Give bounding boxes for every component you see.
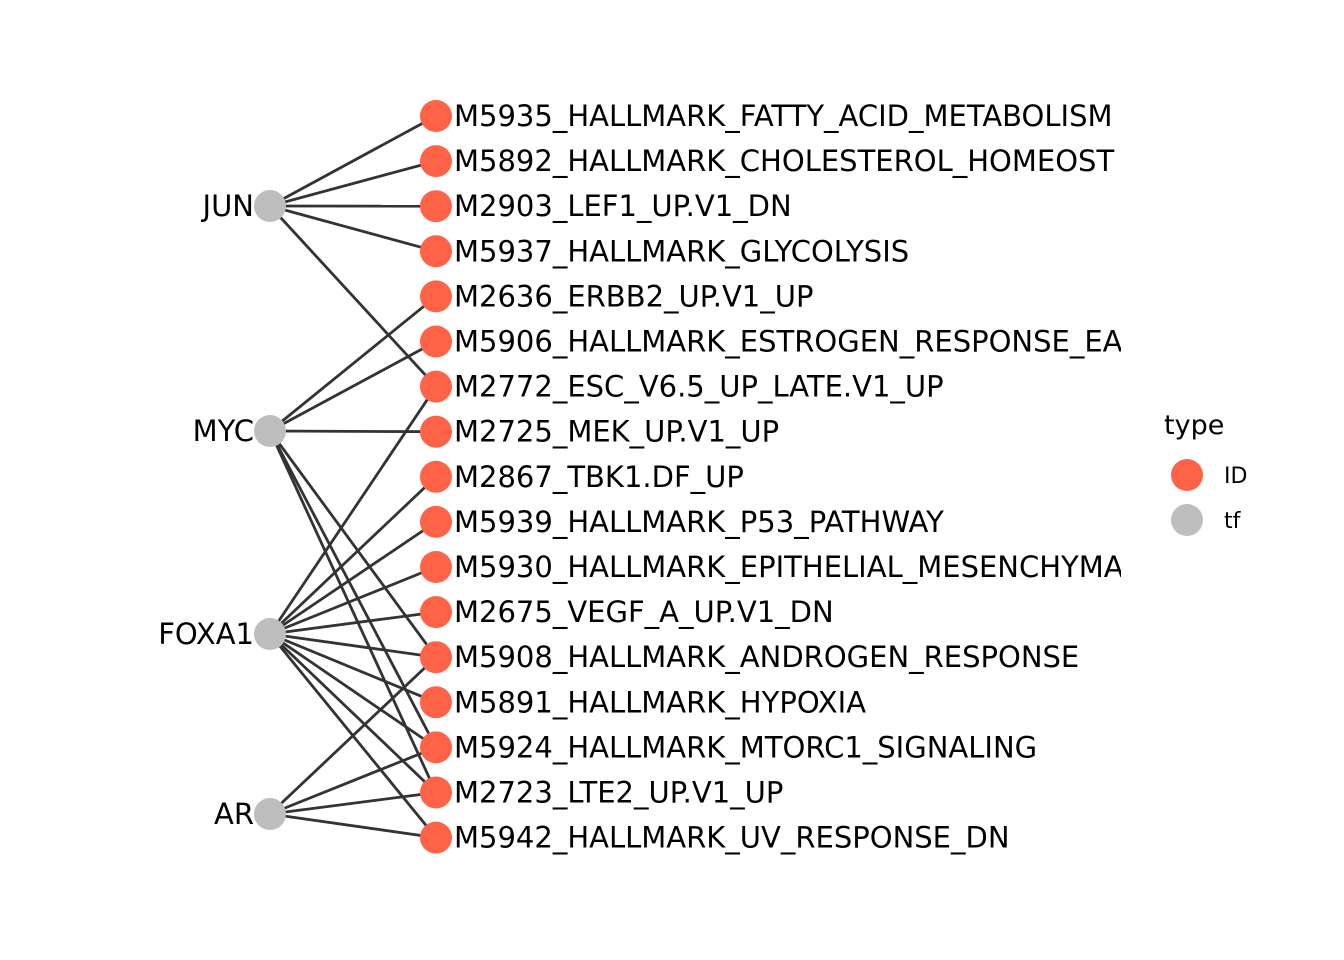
id-label-m5891: M5891_HALLMARK_HYPOXIA [454,685,866,719]
id-label-m2725: M2725_MEK_UP.V1_UP [454,415,779,449]
id-label-m5892: M5892_HALLMARK_CHOLESTEROL_HOMEOST [454,144,1114,178]
edges-layer [268,114,438,839]
id-node-m5930 [420,551,452,583]
edge-ar-m5942 [269,812,437,839]
legend-title: type [1164,410,1224,441]
edge-foxa1-m5924 [269,632,437,749]
id-label-m5939: M5939_HALLMARK_P53_PATHWAY [454,505,944,539]
id-node-m5939 [420,505,452,538]
id-node-m2772 [420,370,452,403]
edge-jun-m5935 [269,114,437,208]
tf-node-foxa1 [254,618,286,650]
legend-swatch-tf [1171,504,1203,536]
edge-jun-m5892 [269,159,437,208]
id-label-m5924: M5924_HALLMARK_MTORC1_SIGNALING [454,730,1037,764]
id-label-m5908: M5908_HALLMARK_ANDROGEN_RESPONSE [454,640,1079,674]
id-node-m5924 [420,731,452,764]
tf-node-myc [254,415,286,447]
edge-myc-m2636 [269,295,437,433]
id-label-m5930: M5930_HALLMARK_EPITHELIAL_MESENCHYMA [454,550,1124,584]
edge-foxa1-m5908 [269,632,437,659]
id-node-m2636 [420,280,452,313]
edge-myc-m2725 [269,429,437,434]
id-node-m2903 [420,190,452,223]
id-label-m2772: M2772_ESC_V6.5_UP_LATE.V1_UP [454,370,944,404]
edge-foxa1-m2723 [269,632,437,794]
legend-swatch-id [1171,459,1203,491]
tf-label-foxa1: FOXA1 [158,617,254,651]
labels-layer: JUN MYC FOXA1 AR M5935_HALLMARK_FATTY_ACID_M… [158,99,1124,855]
id-node-m5935 [420,100,452,132]
edge-ar-m5924 [269,746,437,816]
id-node-m2675 [420,596,452,629]
edge-myc-m5924 [268,430,438,749]
id-node-m5908 [420,641,452,674]
id-label-m5906: M5906_HALLMARK_ESTROGEN_RESPONSE_EA [454,325,1123,359]
id-label-m5942: M5942_HALLMARK_UV_RESPONSE_DN [454,821,1010,855]
edge-jun-m2772 [268,205,438,388]
edge-myc-m5906 [269,340,437,433]
edge-foxa1-m5930 [269,565,437,636]
edge-ar-m2723 [269,791,437,816]
id-node-m5891 [420,686,452,719]
edge-foxa1-m2675 [269,610,437,636]
id-label-m2675: M2675_VEGF_A_UP.V1_DN [454,595,834,629]
tf-label-myc: MYC [193,414,254,448]
id-label-m2903: M2903_LEF1_UP.V1_DN [454,189,792,223]
tf-label-jun: JUN [201,189,254,223]
id-node-m5942 [420,821,452,854]
tf-node-jun [254,190,286,222]
edge-foxa1-m2867 [269,475,437,636]
legend-label-tf: tf [1224,509,1242,534]
id-node-m2723 [420,776,452,809]
id-label-m2636: M2636_ERBB2_UP.V1_UP [454,279,813,313]
id-label-m5937: M5937_HALLMARK_GLYCOLYSIS [454,234,909,268]
legend: type ID tf [1164,410,1247,536]
edge-foxa1-m5891 [269,632,437,704]
edge-foxa1-m2772 [268,385,438,635]
id-label-m2723: M2723_LTE2_UP.V1_UP [454,776,783,810]
tf-label-ar: AR [214,797,254,831]
edge-ar-m5908 [269,656,437,816]
id-node-m2867 [420,460,452,493]
nodes-layer [254,100,452,854]
edge-myc-m2723 [268,430,438,794]
edge-myc-m5908 [268,430,438,659]
edge-jun-m5937 [269,204,437,253]
tf-node-ar [254,798,286,830]
id-label-m2867: M2867_TBK1.DF_UP [454,460,744,494]
id-node-m5892 [420,145,452,178]
legend-label-id: ID [1224,464,1247,489]
id-node-m5906 [420,325,452,358]
edge-foxa1-m5939 [269,520,437,636]
id-label-m5935: M5935_HALLMARK_FATTY_ACID_METABOLISM [454,99,1113,133]
id-node-m2725 [420,415,452,448]
id-node-m5937 [420,235,452,268]
